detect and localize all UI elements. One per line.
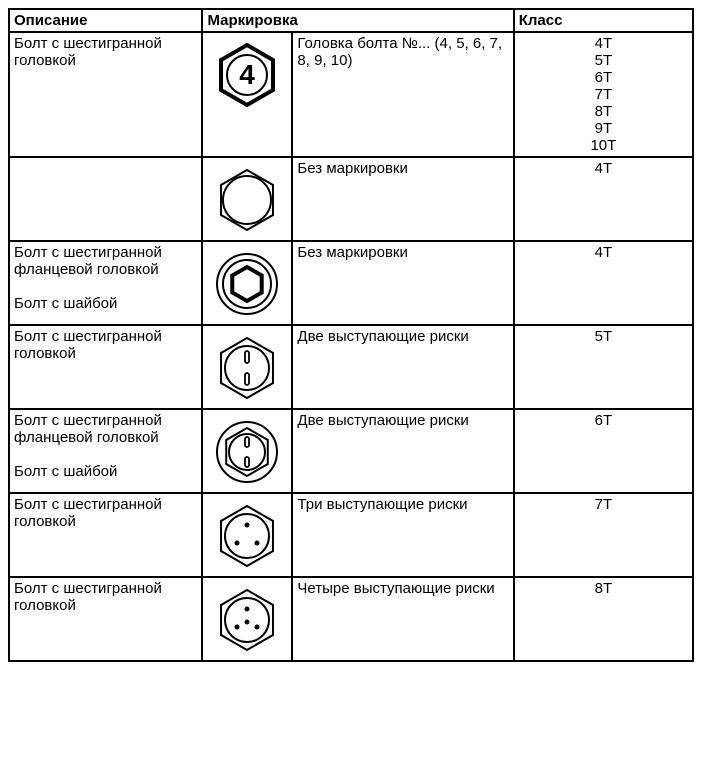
cell-description: Болт с шестигранной головкой bbox=[9, 577, 202, 661]
cell-marking-text: Три выступающие риски bbox=[292, 493, 513, 577]
table-row: Болт с шестигранной фланцевой головкойБо… bbox=[9, 409, 693, 493]
svg-text:4: 4 bbox=[240, 59, 256, 90]
cell-marking-text: Головка болта №... (4, 5, 6, 7, 8, 9, 10… bbox=[292, 32, 513, 157]
header-class: Класс bbox=[514, 9, 693, 32]
table-row: Болт с шестигранной головкой 4 Головка бо… bbox=[9, 32, 693, 157]
header-description: Описание bbox=[9, 9, 202, 32]
cell-description: Болт с шестигранной головкой bbox=[9, 325, 202, 409]
cell-class: 4T bbox=[514, 157, 693, 241]
flange-hex-icon bbox=[211, 248, 283, 320]
bolt-marking-table: Описание Маркировка Класс Болт с шестигр… bbox=[8, 8, 694, 662]
cell-marking-icon bbox=[202, 409, 292, 493]
table-row: Болт с шестигранной головкой Три выступа… bbox=[9, 493, 693, 577]
cell-marking-icon bbox=[202, 241, 292, 325]
table-row: Без маркировки4T bbox=[9, 157, 693, 241]
cell-marking-icon bbox=[202, 157, 292, 241]
cell-class: 4T5T6T7T8T9T10T bbox=[514, 32, 693, 157]
hex-4dots-icon bbox=[211, 584, 283, 656]
cell-class: 5T bbox=[514, 325, 693, 409]
table-row: Болт с шестигранной фланцевой головкойБо… bbox=[9, 241, 693, 325]
cell-class: 8T bbox=[514, 577, 693, 661]
cell-marking-text: Две выступающие риски bbox=[292, 325, 513, 409]
cell-marking-text: Четыре выступающие риски bbox=[292, 577, 513, 661]
hex-2pips-icon bbox=[211, 332, 283, 404]
cell-marking-text: Две выступающие риски bbox=[292, 409, 513, 493]
cell-description: Болт с шестигранной головкой bbox=[9, 32, 202, 157]
cell-description bbox=[9, 157, 202, 241]
cell-marking-icon: 4 bbox=[202, 32, 292, 157]
cell-marking-icon bbox=[202, 577, 292, 661]
cell-description: Болт с шестигранной головкой bbox=[9, 493, 202, 577]
table-row: Болт с шестигранной головкой Четыре выст… bbox=[9, 577, 693, 661]
table-row: Болт с шестигранной головкой Две выступа… bbox=[9, 325, 693, 409]
cell-marking-text: Без маркировки bbox=[292, 241, 513, 325]
cell-class: 4T bbox=[514, 241, 693, 325]
table-header-row: Описание Маркировка Класс bbox=[9, 9, 693, 32]
hex-bold-4-icon: 4 bbox=[211, 39, 283, 111]
cell-description: Болт с шестигранной фланцевой головкойБо… bbox=[9, 241, 202, 325]
cell-marking-icon bbox=[202, 325, 292, 409]
cell-class: 7T bbox=[514, 493, 693, 577]
cell-marking-text: Без маркировки bbox=[292, 157, 513, 241]
hex-plain-icon bbox=[211, 164, 283, 236]
cell-class: 6T bbox=[514, 409, 693, 493]
cell-marking-icon bbox=[202, 493, 292, 577]
header-marking: Маркировка bbox=[202, 9, 513, 32]
flange-2pips-icon bbox=[211, 416, 283, 488]
cell-description: Болт с шестигранной фланцевой головкойБо… bbox=[9, 409, 202, 493]
hex-3dots-icon bbox=[211, 500, 283, 572]
